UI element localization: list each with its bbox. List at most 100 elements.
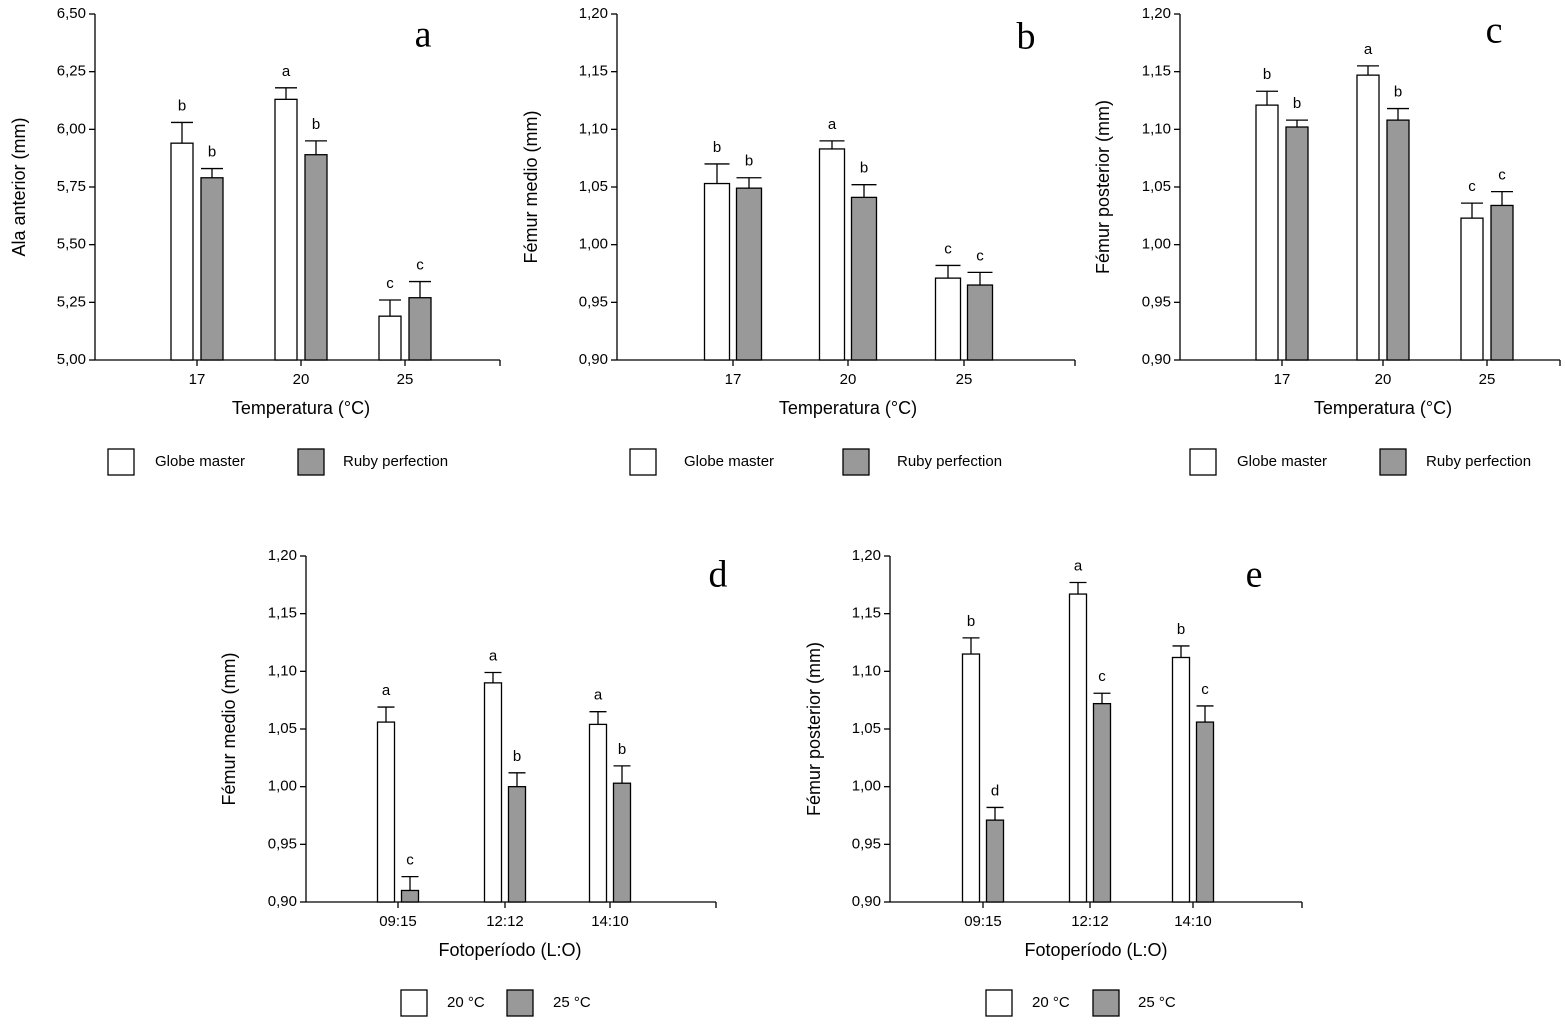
significance-letter: a [282,63,291,80]
bar [274,98,298,361]
bar [376,721,396,903]
y-tick-label: 0,95 [579,293,608,310]
y-tick-label: 1,15 [852,605,881,622]
y-tick-label: 1,10 [579,120,608,137]
y-tick-label: 1,20 [579,5,608,22]
y-tick-label: 0,90 [268,893,297,910]
y-tick-label: 1,05 [1142,178,1171,195]
bar [850,196,878,361]
x-tick-label: 20 [840,371,857,388]
x-tick-label: 14:10 [591,913,629,930]
significance-letter: c [1201,681,1209,698]
y-tick-label: 5,50 [57,236,86,253]
bar [378,315,402,361]
x-axis-title: Temperatura (°C) [779,398,917,418]
significance-letter: b [745,153,753,170]
legend-label: 20 °C [1032,994,1070,1011]
y-tick-label: 1,10 [852,662,881,679]
bar [170,142,194,361]
bar [304,154,328,361]
legend-swatch [985,989,1013,1017]
x-axis-title: Fotoperíodo (L:O) [1024,940,1167,960]
y-axis-title: Ala anterior (mm) [9,117,29,256]
y-tick-label: 0,90 [579,351,608,368]
bar [1285,126,1309,361]
legend-swatch [842,448,870,476]
x-tick-label: 20 [1375,371,1392,388]
y-tick-label: 1,15 [1142,63,1171,80]
legend-label: 25 °C [553,994,591,1011]
significance-letter: a [828,116,837,133]
significance-letter: a [489,647,498,664]
x-tick-label: 17 [189,371,206,388]
significance-letter: b [713,139,721,156]
y-tick-label: 1,20 [1142,5,1171,22]
legend-label: Globe master [684,453,774,470]
x-tick-label: 25 [397,371,414,388]
y-tick-label: 5,25 [57,293,86,310]
y-axis-title: Fémur medio (mm) [219,652,239,805]
significance-letter: b [178,97,186,114]
bar [1356,74,1380,361]
legend-label: 20 °C [447,994,485,1011]
y-tick-label: 1,05 [268,720,297,737]
y-tick-label: 1,00 [579,236,608,253]
bar [961,653,981,903]
legend-label: Ruby perfection [343,453,448,470]
y-tick-label: 0,90 [1142,351,1171,368]
legend-swatch [506,989,534,1017]
legend-label: Ruby perfection [897,453,1002,470]
significance-letter: b [1177,621,1185,638]
significance-letter: a [1074,557,1083,574]
y-axis-title: Fémur medio (mm) [521,110,541,263]
significance-letter: b [1293,95,1301,112]
legend-label: Ruby perfection [1426,453,1531,470]
panel-label: a [415,14,432,56]
bar [703,182,731,361]
legend-swatch [1379,448,1407,476]
significance-letter: b [967,613,975,630]
bar [966,284,994,361]
y-tick-label: 1,00 [268,778,297,795]
bar [1171,656,1191,903]
bar [818,148,846,361]
y-tick-label: 0,95 [1142,293,1171,310]
y-tick-label: 1,05 [852,720,881,737]
x-axis-title: Temperatura (°C) [1314,398,1452,418]
bar [735,187,763,361]
significance-letter: c [1498,167,1506,184]
significance-letter: a [1364,41,1373,58]
bar [612,782,632,903]
legend-label: Globe master [1237,453,1327,470]
significance-letter: a [382,682,391,699]
significance-letter: c [1098,668,1106,685]
bar [408,297,432,361]
x-axis-title: Temperatura (°C) [232,398,370,418]
significance-letter: c [976,247,984,264]
significance-letter: d [991,782,999,799]
legend-swatch [400,989,428,1017]
significance-letter: b [860,160,868,177]
panel-label: b [1017,16,1036,58]
bar [1386,119,1410,361]
legend-swatch [297,448,325,476]
y-tick-label: 5,75 [57,178,86,195]
legend-swatch [629,448,657,476]
significance-letter: a [594,687,603,704]
bar [1460,217,1484,361]
y-tick-label: 1,00 [1142,236,1171,253]
significance-letter: c [386,275,394,292]
bar [483,682,503,903]
x-tick-label: 09:15 [379,913,417,930]
panel-label: c [1486,10,1503,52]
legend-label: Globe master [155,453,245,470]
y-tick-label: 1,20 [268,547,297,564]
bar [1195,721,1215,903]
bar [934,277,962,361]
panel-label: d [709,554,728,596]
significance-letter: c [416,257,424,274]
significance-letter: c [406,852,414,869]
y-tick-label: 1,15 [268,605,297,622]
legend-label: 25 °C [1138,994,1176,1011]
